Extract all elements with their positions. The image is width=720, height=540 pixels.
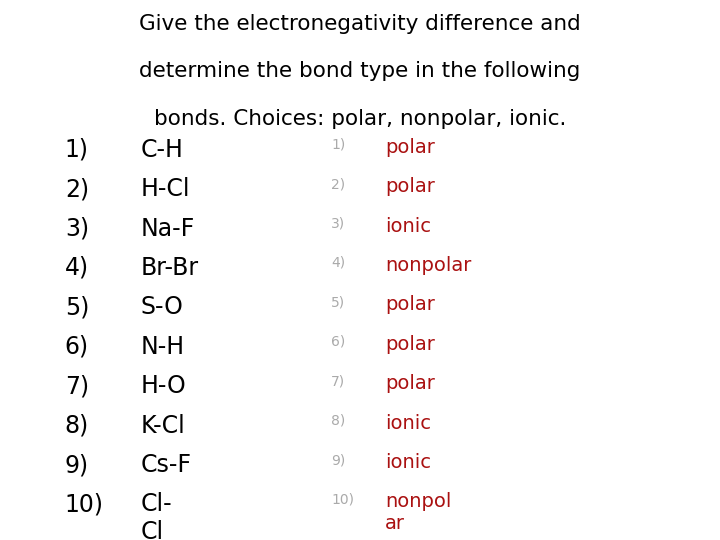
Text: polar: polar bbox=[385, 374, 435, 393]
Text: 6): 6) bbox=[65, 335, 89, 359]
Text: N-H: N-H bbox=[140, 335, 184, 359]
Text: H-Cl: H-Cl bbox=[140, 177, 190, 201]
Text: Br-Br: Br-Br bbox=[140, 256, 199, 280]
Text: ionic: ionic bbox=[385, 453, 431, 472]
Text: 3): 3) bbox=[65, 217, 89, 240]
Text: K-Cl: K-Cl bbox=[140, 414, 185, 437]
Text: determine the bond type in the following: determine the bond type in the following bbox=[139, 61, 581, 81]
Text: 6): 6) bbox=[331, 335, 346, 349]
Text: 7): 7) bbox=[65, 374, 89, 398]
Text: H-O: H-O bbox=[140, 374, 186, 398]
Text: 5): 5) bbox=[331, 295, 346, 309]
Text: polar: polar bbox=[385, 295, 435, 314]
Text: 2): 2) bbox=[65, 177, 89, 201]
Text: S-O: S-O bbox=[140, 295, 184, 319]
Text: Cl-
Cl: Cl- Cl bbox=[140, 492, 172, 540]
Text: 1): 1) bbox=[331, 138, 346, 152]
Text: Na-F: Na-F bbox=[140, 217, 194, 240]
Text: Cs-F: Cs-F bbox=[140, 453, 192, 477]
Text: 10): 10) bbox=[331, 492, 354, 507]
Text: 8): 8) bbox=[331, 414, 346, 428]
Text: 2): 2) bbox=[331, 177, 346, 191]
Text: 5): 5) bbox=[65, 295, 89, 319]
Text: 4): 4) bbox=[65, 256, 89, 280]
Text: 4): 4) bbox=[331, 256, 346, 270]
Text: ionic: ionic bbox=[385, 414, 431, 433]
Text: 1): 1) bbox=[65, 138, 89, 161]
Text: nonpolar: nonpolar bbox=[385, 256, 472, 275]
Text: C-H: C-H bbox=[140, 138, 184, 161]
Text: polar: polar bbox=[385, 335, 435, 354]
Text: 7): 7) bbox=[331, 374, 346, 388]
Text: Give the electronegativity difference and: Give the electronegativity difference an… bbox=[139, 14, 581, 33]
Text: nonpol
ar: nonpol ar bbox=[385, 492, 451, 534]
Text: polar: polar bbox=[385, 138, 435, 157]
Text: 8): 8) bbox=[65, 414, 89, 437]
Text: 9): 9) bbox=[331, 453, 346, 467]
Text: ionic: ionic bbox=[385, 217, 431, 235]
Text: polar: polar bbox=[385, 177, 435, 196]
Text: 10): 10) bbox=[65, 492, 104, 516]
Text: 9): 9) bbox=[65, 453, 89, 477]
Text: bonds. Choices: polar, nonpolar, ionic.: bonds. Choices: polar, nonpolar, ionic. bbox=[154, 109, 566, 129]
Text: 3): 3) bbox=[331, 217, 346, 231]
